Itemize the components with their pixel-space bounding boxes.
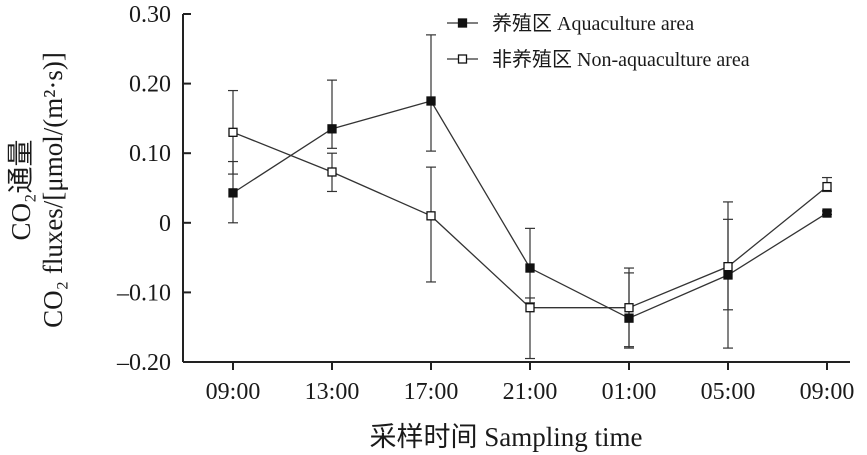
- data-point: [822, 181, 832, 192]
- legend-label: 非养殖区 Non-aquaculture area: [492, 48, 750, 71]
- y-axis-title-line1: CO₂通量: [6, 140, 36, 241]
- y-tick-label: 0: [159, 211, 171, 237]
- x-tick-label: 09:00: [800, 379, 855, 405]
- markers-group: [228, 96, 832, 323]
- x-tick-label: 21:00: [503, 379, 558, 405]
- data-point: [525, 303, 535, 313]
- data-point: [327, 124, 337, 134]
- legend-marker: [457, 18, 468, 28]
- data-point: [228, 127, 238, 137]
- data-point: [327, 167, 337, 177]
- y-tick-label: 0.30: [129, 2, 171, 28]
- y-axis-title-line2: CO₂ fluxes/[μmol/(m²·s)]: [38, 52, 68, 328]
- y-tick-label: 0.20: [129, 72, 171, 98]
- x-tick-label: 01:00: [602, 379, 657, 405]
- legend-marker: [457, 54, 468, 64]
- data-point: [822, 208, 832, 218]
- x-tick-label: 09:00: [206, 379, 261, 405]
- y-tick-label: –0.10: [116, 280, 171, 306]
- data-point: [723, 270, 733, 280]
- data-point: [624, 303, 634, 313]
- axes-group: 0.30 0.20 0.10 0 –0.10 –0.20 09:00 13:00 17:00 21…: [116, 2, 854, 405]
- legend: 养殖区 Aquaculture area 非养殖区 Non-aquaculture…: [447, 12, 750, 71]
- data-point: [426, 211, 436, 221]
- x-tick-label: 17:00: [404, 379, 459, 405]
- data-point: [525, 263, 535, 273]
- data-point: [426, 96, 436, 106]
- y-tick-label: 0.10: [129, 141, 171, 167]
- data-point: [228, 188, 238, 198]
- x-tick-label: 13:00: [305, 379, 360, 405]
- x-axis-title: 采样时间 Sampling time: [370, 422, 643, 452]
- error-bars-group: [228, 34, 832, 360]
- legend-label: 养殖区 Aquaculture area: [492, 12, 694, 35]
- data-point: [624, 313, 634, 323]
- x-tick-label: 05:00: [701, 379, 756, 405]
- data-point: [723, 261, 733, 272]
- y-tick-label: –0.20: [116, 350, 171, 376]
